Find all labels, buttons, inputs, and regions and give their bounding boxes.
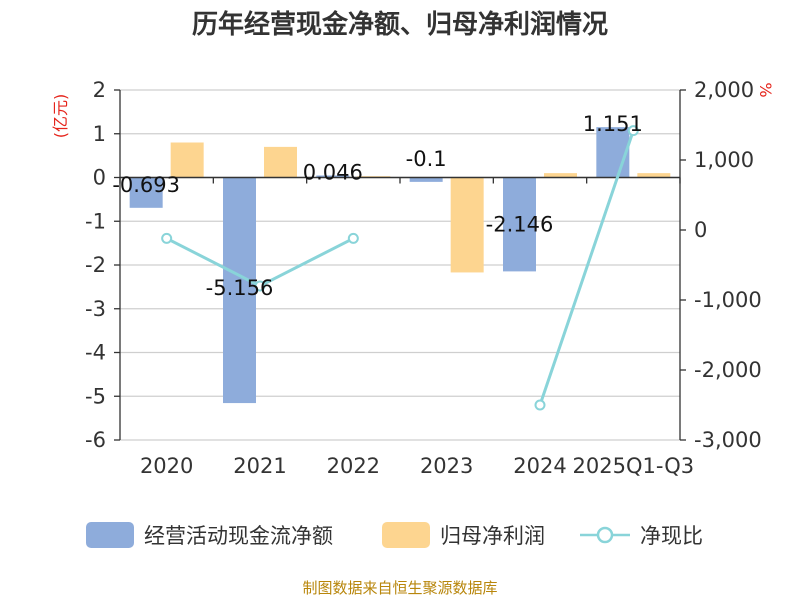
bar-cash-flow [223,177,256,404]
x-tick-label: 2021 [233,454,286,478]
ratio-point [254,280,266,292]
ratio-line [161,125,639,411]
bar-cash-flow [129,177,163,208]
chart-title: 历年经营现金净额、归母净利润情况 [192,9,608,40]
bar-cash-flow [316,175,350,178]
bar-net-profit [544,173,577,178]
data-label-cash-flow: -2.146 [486,212,554,236]
legend-label-net-profit[interactable]: 归母净利润 [440,524,545,548]
x-tick-label: 2022 [327,454,380,478]
right-tick-label: -2,000 [694,358,762,382]
grid [120,89,680,441]
right-tick-label: 2,000 [694,78,754,102]
x-tick-label: 2025Q1-Q3 [573,454,695,478]
source-note: 制图数据来自恒生聚源数据库 [302,579,497,597]
ratio-point [627,125,639,137]
ratio-point [347,232,359,244]
ratio-point [161,232,173,244]
left-tick-label: 0 [93,166,106,190]
legend-swatch-cash-flow[interactable] [86,522,134,548]
right-tick-label: 1,000 [694,148,754,172]
left-tick-label: -6 [85,428,106,452]
right-tick-label: -1,000 [694,288,762,312]
left-tick-label: 1 [93,122,106,146]
data-label-cash-flow: 0.046 [303,160,363,184]
bar-cash-flow [596,127,630,178]
x-tick-label: 2023 [420,454,473,478]
legend-swatch-net-profit[interactable] [382,522,430,548]
ratio-point [534,399,546,411]
left-tick-label: -1 [85,209,106,233]
left-tick-label: -4 [85,341,106,365]
data-labels: -0.693 -5.156 0.046 -0.1 -2.146 1.151 [112,112,643,300]
bar-net-profit [637,173,671,178]
legend-label-cash-flow[interactable]: 经营活动现金流净额 [144,524,333,548]
left-tick-label: 2 [93,78,106,102]
bar-net-profit [264,146,297,178]
x-tick-label: 2024 [513,454,566,478]
bar-net-profit [170,142,204,178]
data-label-cash-flow: -5.156 [206,276,274,300]
legend-label-ratio[interactable]: 净现比 [640,524,703,548]
axes: 2 1 0 -1 -2 -3 -4 -5 -6 2,000 1,000 0 -1,000 -2,000 -3… [85,78,762,478]
bar-cash-flow [503,177,536,272]
bars [129,127,671,404]
legend-marker-ratio[interactable] [596,526,614,544]
data-label-cash-flow: -0.693 [112,173,180,197]
left-tick-label: -5 [85,384,106,408]
left-axis-unit: (亿元) [51,94,70,139]
bar-net-profit [450,177,484,273]
right-axis-unit: % [756,82,775,97]
bar-cash-flow [409,177,443,182]
left-tick-label: -3 [85,297,106,321]
data-label-cash-flow: 1.151 [583,112,643,136]
x-tick-label: 2020 [140,454,193,478]
right-tick-label: 0 [694,218,707,242]
right-tick-label: -3,000 [694,428,762,452]
left-tick-label: -2 [85,253,106,277]
legend: 经营活动现金流净额 归母净利润 净现比 [86,522,703,548]
data-label-cash-flow: -0.1 [406,147,447,171]
